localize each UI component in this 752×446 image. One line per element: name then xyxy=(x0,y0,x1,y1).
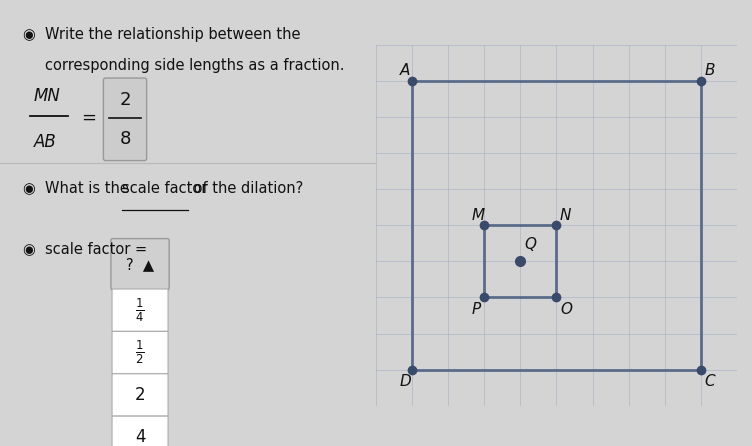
Text: B: B xyxy=(705,63,715,78)
Text: P: P xyxy=(472,301,481,317)
FancyBboxPatch shape xyxy=(112,374,168,416)
Text: A: A xyxy=(399,63,410,78)
Text: C: C xyxy=(705,374,715,389)
Text: ?  ▲: ? ▲ xyxy=(126,257,154,272)
Text: D: D xyxy=(399,374,411,389)
Text: Q: Q xyxy=(524,237,536,252)
FancyBboxPatch shape xyxy=(112,416,168,446)
Text: 4: 4 xyxy=(135,428,145,446)
Text: ◉  Write the relationship between the: ◉ Write the relationship between the xyxy=(23,27,300,42)
Text: ◉  scale factor =: ◉ scale factor = xyxy=(23,241,147,256)
Text: N: N xyxy=(560,208,572,223)
Text: O: O xyxy=(560,301,572,317)
Text: 2: 2 xyxy=(120,91,131,109)
Text: corresponding side lengths as a fraction.: corresponding side lengths as a fraction… xyxy=(45,58,344,73)
Text: 8: 8 xyxy=(120,130,131,148)
Text: =: = xyxy=(81,109,96,127)
Text: ◉  What is the: ◉ What is the xyxy=(23,181,133,196)
FancyBboxPatch shape xyxy=(112,331,168,374)
Text: AB: AB xyxy=(34,133,56,151)
Bar xyxy=(484,225,556,297)
Text: M: M xyxy=(472,208,485,223)
Text: $\frac{1}{2}$: $\frac{1}{2}$ xyxy=(135,339,145,366)
Text: 2: 2 xyxy=(135,386,145,404)
Text: MN: MN xyxy=(34,87,61,105)
Text: scale factor: scale factor xyxy=(122,181,208,196)
Text: $\frac{1}{4}$: $\frac{1}{4}$ xyxy=(135,297,145,324)
FancyBboxPatch shape xyxy=(104,78,147,161)
FancyBboxPatch shape xyxy=(111,239,169,290)
FancyBboxPatch shape xyxy=(112,289,168,331)
Bar xyxy=(412,81,701,370)
Text: of the dilation?: of the dilation? xyxy=(190,181,303,196)
